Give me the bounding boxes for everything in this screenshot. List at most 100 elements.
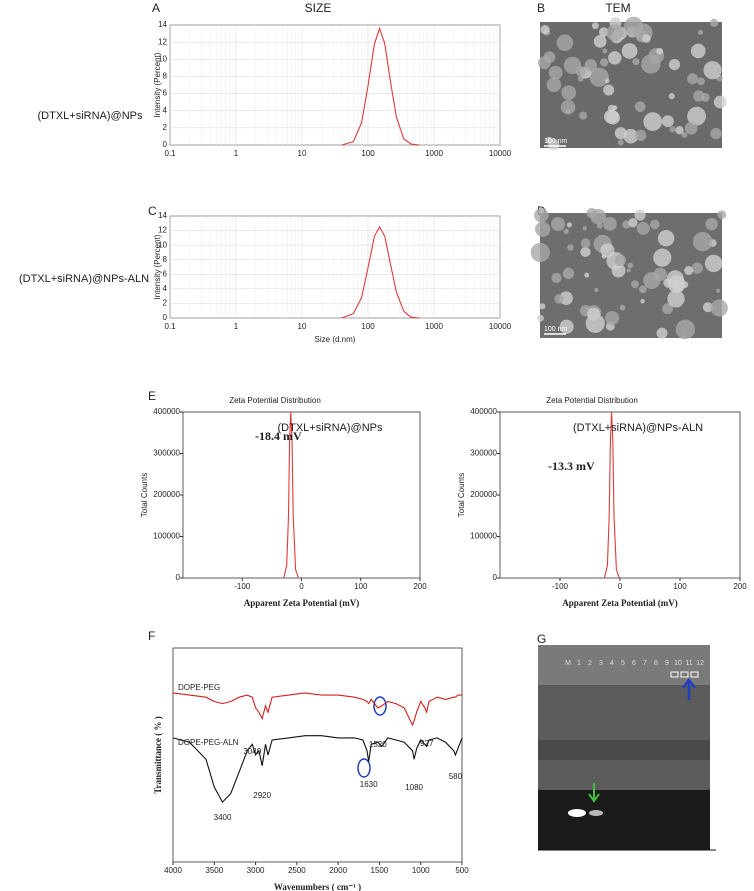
y-tick-label: 200000 bbox=[153, 490, 180, 499]
particle bbox=[582, 226, 587, 231]
x-tick-label: 1000 bbox=[425, 149, 443, 158]
x-tick-label: 10000 bbox=[489, 149, 512, 158]
peak-label: 2920 bbox=[253, 791, 271, 800]
x-tick-label: 0.1 bbox=[164, 149, 176, 158]
particle bbox=[717, 210, 727, 220]
x-axis-label: Wavenumbers ( cm⁻¹ ) bbox=[274, 882, 361, 891]
annotation: -13.3 mV bbox=[548, 459, 595, 473]
particle bbox=[691, 262, 703, 274]
y-tick-label: 14 bbox=[158, 20, 167, 29]
particle bbox=[716, 288, 721, 293]
particle bbox=[604, 78, 610, 84]
series-line bbox=[341, 26, 420, 146]
lane-label: 9 bbox=[665, 660, 669, 667]
y-tick-label: 10 bbox=[158, 54, 167, 63]
series-label: DOPE-PEG-ALN bbox=[178, 738, 239, 747]
particle bbox=[563, 228, 569, 235]
panel-label: C bbox=[148, 204, 157, 218]
particle bbox=[636, 222, 650, 235]
y-tick-label: 10 bbox=[158, 240, 167, 249]
particle bbox=[604, 109, 619, 124]
particle bbox=[623, 128, 639, 144]
particle bbox=[687, 73, 699, 85]
y-tick-label: 100000 bbox=[153, 532, 180, 541]
particle bbox=[534, 208, 549, 223]
x-axis-label: Apparent Zeta Potential (mV) bbox=[244, 598, 360, 608]
particle bbox=[643, 112, 663, 131]
column-header: SIZE bbox=[305, 1, 332, 15]
particle bbox=[635, 129, 647, 142]
y-tick-label: 400000 bbox=[153, 407, 180, 416]
particle bbox=[697, 29, 703, 36]
particle bbox=[606, 24, 624, 42]
particle bbox=[703, 61, 722, 80]
particle bbox=[656, 327, 668, 339]
particle bbox=[599, 58, 609, 67]
particle bbox=[684, 266, 694, 276]
y-axis-label: Transmittance ( % ) bbox=[153, 716, 163, 794]
particle bbox=[575, 65, 586, 77]
particle bbox=[641, 54, 661, 74]
y-tick-label: 2 bbox=[163, 123, 168, 132]
particle bbox=[530, 242, 550, 263]
particle bbox=[662, 303, 673, 315]
particle bbox=[535, 221, 551, 237]
x-tick-label: 1000 bbox=[425, 322, 443, 331]
particle bbox=[593, 34, 607, 48]
particle bbox=[567, 244, 574, 251]
particle bbox=[684, 121, 698, 135]
panel-label: B bbox=[537, 1, 545, 15]
x-tick-label: 500 bbox=[455, 866, 469, 875]
y-axis-label: Total Counts bbox=[457, 473, 466, 517]
series-line bbox=[341, 225, 420, 319]
series-label: DOPE-PEG bbox=[178, 683, 220, 692]
particle bbox=[690, 43, 706, 59]
plot-frame bbox=[172, 647, 463, 863]
particle bbox=[539, 303, 546, 310]
y-tick-label: 200000 bbox=[470, 490, 497, 499]
y-tick-label: 100000 bbox=[470, 532, 497, 541]
peak-label: 3400 bbox=[214, 813, 232, 822]
panel-label: A bbox=[152, 1, 160, 15]
x-tick-label: 1500 bbox=[371, 866, 389, 875]
lane-label: 10 bbox=[674, 660, 682, 667]
peak-label: 580 bbox=[449, 772, 463, 781]
particle bbox=[663, 278, 673, 288]
series-line bbox=[172, 735, 463, 804]
particle bbox=[661, 115, 674, 128]
lane-label: 3 bbox=[599, 660, 603, 667]
particle bbox=[672, 279, 685, 292]
chart-title: Zeta Potential Distribution bbox=[546, 396, 638, 405]
panel-label: E bbox=[148, 389, 156, 403]
y-tick-label: 4 bbox=[163, 106, 168, 115]
y-tick-label: 300000 bbox=[153, 449, 180, 458]
particle bbox=[598, 27, 609, 37]
y-tick-label: 0 bbox=[163, 313, 168, 322]
plot-frame bbox=[169, 215, 501, 319]
lane-label: 6 bbox=[632, 660, 636, 667]
plot-frame bbox=[169, 24, 501, 146]
y-axis-label: Intensity (Percent) bbox=[153, 52, 162, 117]
particle bbox=[702, 302, 713, 313]
particle bbox=[710, 299, 728, 317]
particle bbox=[559, 319, 574, 334]
particle bbox=[653, 248, 672, 267]
x-tick-label: 3000 bbox=[247, 866, 265, 875]
y-tick-label: 6 bbox=[163, 269, 168, 278]
particle bbox=[621, 43, 638, 59]
particle bbox=[578, 111, 588, 120]
lane-label: 5 bbox=[621, 660, 625, 667]
particle bbox=[626, 268, 631, 273]
particle bbox=[562, 267, 575, 280]
plot-frame bbox=[499, 411, 741, 579]
x-tick-label: 3500 bbox=[205, 866, 223, 875]
x-tick-label: -100 bbox=[234, 582, 251, 591]
particle bbox=[692, 231, 713, 252]
lane-label: 4 bbox=[610, 660, 614, 667]
y-tick-label: 12 bbox=[158, 226, 167, 235]
particle bbox=[590, 208, 607, 225]
x-tick-label: 100 bbox=[361, 322, 375, 331]
particle bbox=[566, 222, 572, 228]
particle bbox=[614, 127, 627, 140]
particle bbox=[617, 139, 624, 146]
